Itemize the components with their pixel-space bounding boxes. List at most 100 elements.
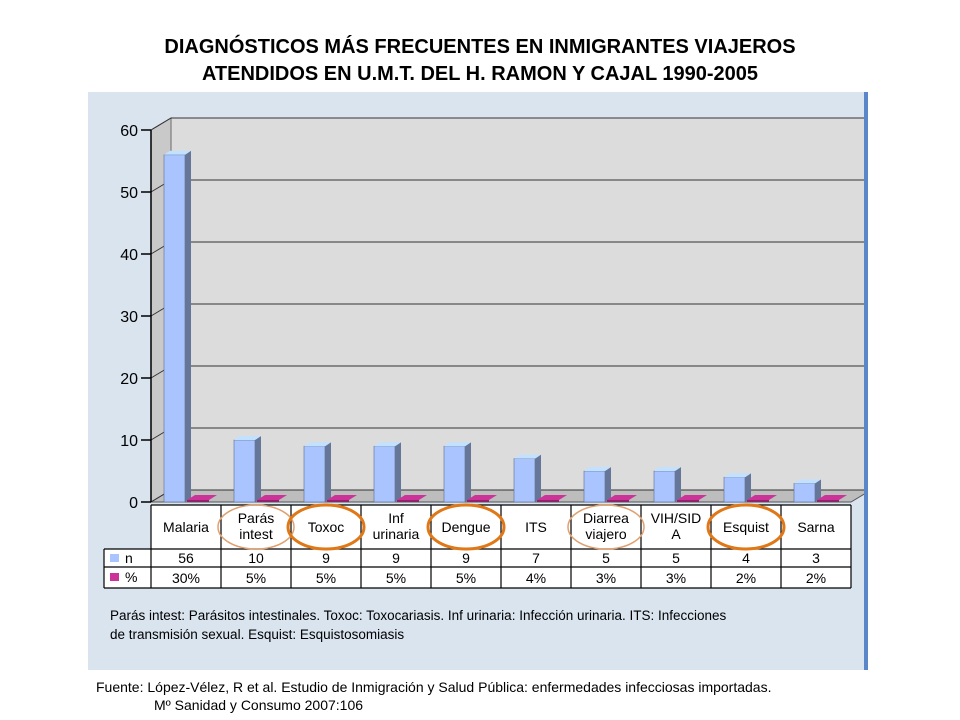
table-value-pct: 5% (316, 570, 336, 586)
table-value-pct: 30% (172, 570, 200, 586)
table-value-n: 56 (178, 550, 194, 566)
bar-n-front (443, 445, 466, 503)
bar-n-front (513, 458, 536, 503)
bar-n-side (815, 479, 821, 502)
highlight-circle (286, 503, 366, 551)
category-label: intest (239, 526, 273, 542)
bar-pct (187, 495, 217, 500)
y-tick-label: 50 (120, 185, 138, 202)
title-line-2: ATENDIDOS EN U.M.T. DEL H. RAMON Y CAJAL… (201, 63, 759, 85)
table-body-bg (104, 549, 851, 588)
bar-n-side (605, 467, 611, 502)
bar-n-top (304, 442, 331, 447)
category-label: ITS (525, 519, 547, 535)
bar-pct (817, 495, 847, 500)
bar-pct (397, 495, 427, 500)
legend-key-n (110, 554, 119, 562)
category-label: Esquist (723, 519, 769, 535)
table-value-n: 9 (462, 550, 470, 566)
bar-n-top (514, 454, 541, 459)
bar-n-front (303, 445, 326, 503)
bar-n-top (584, 467, 611, 471)
bar-pct (607, 495, 637, 500)
category-label: Parás (238, 510, 275, 526)
table-value-n: 9 (322, 550, 330, 566)
category-label: A (671, 526, 681, 542)
bar-n-side (185, 150, 191, 503)
bar-n-side (465, 442, 471, 502)
table-value-pct: 2% (736, 570, 756, 586)
category-label: urinaria (373, 526, 420, 542)
y-tick-label: 60 (120, 123, 138, 140)
y-tick-label: 20 (120, 371, 138, 388)
bar-n-top (164, 150, 191, 155)
bar-n-top (724, 473, 751, 478)
bar-pct (537, 495, 567, 500)
bar-pct (327, 495, 357, 500)
category-label: viajero (585, 526, 626, 542)
bar-pct-front (397, 500, 419, 502)
category-label: Malaria (163, 519, 209, 535)
bar-n-side (535, 454, 541, 502)
footnote-line-1: Parás intest: Parásitos intestinales. To… (110, 608, 727, 623)
table-value-pct: 3% (596, 570, 616, 586)
chart-title: DIAGNÓSTICOS MÁS FRECUENTES EN INMIGRANT… (0, 34, 960, 88)
bar-pct (257, 495, 287, 500)
bar-n-side (745, 473, 751, 502)
bar-n-side (325, 442, 331, 502)
highlight-circle (217, 504, 295, 550)
bar-n-front (793, 483, 816, 503)
chart-panel: 0 10 20 30 40 50 60 n% Malaria 56 30% Parás intest 10… (88, 92, 868, 670)
category-label: Dengue (441, 519, 490, 535)
bar-n-top (654, 467, 681, 471)
bar-n (303, 442, 331, 503)
bar-n-top (794, 479, 821, 484)
category-label: Diarrea (583, 510, 629, 526)
bar-n (233, 436, 261, 503)
bar-pct (467, 495, 497, 500)
table-value-n: 7 (532, 550, 540, 566)
highlight-circle (567, 504, 645, 550)
bar-pct-front (537, 500, 559, 502)
table-value-pct: 5% (456, 570, 476, 586)
category-label: VIH/SID (651, 510, 702, 526)
source-line-2: Mº Sanidad y Consumo 2007:106 (154, 697, 364, 713)
source-citation: Fuente: López-Vélez, R et al. Estudio de… (96, 678, 771, 714)
highlight-circle (706, 503, 786, 551)
table-value-n: 10 (248, 550, 264, 566)
legend-key-pct (110, 573, 119, 581)
table-value-n: 9 (392, 550, 400, 566)
bar-n-front (233, 439, 256, 503)
bar-n-front (163, 154, 186, 503)
y-tick-label: 0 (129, 495, 138, 512)
category-label: Inf (388, 510, 404, 526)
bar-n-top (234, 436, 261, 440)
bar-n-top (444, 442, 471, 447)
highlight-circle (426, 503, 506, 551)
table-value-n: 5 (602, 550, 610, 566)
bar-pct (677, 495, 707, 500)
bar-n-side (395, 442, 401, 502)
y-tick-label: 30 (120, 309, 138, 326)
bar-pct-front (327, 500, 349, 502)
bar-pct-front (607, 500, 629, 502)
bar-n-top (374, 442, 401, 447)
bar-n-front (723, 476, 746, 503)
table-value-pct: 2% (806, 570, 826, 586)
bar-n (583, 467, 611, 503)
footnote-line-2: de transmisión sexual. Esquist: Esquisto… (110, 627, 405, 642)
bar-n-front (583, 470, 606, 503)
y-tick-label: 40 (120, 247, 138, 264)
table-value-n: 4 (742, 550, 750, 566)
footnote: Parás intest: Parásitos intestinales. To… (110, 606, 855, 644)
table-value-n: 3 (812, 550, 820, 566)
bar-n-front (653, 470, 676, 503)
bar-n (653, 467, 681, 503)
table-value-pct: 3% (666, 570, 686, 586)
bar-n (723, 473, 751, 503)
bar-pct-front (187, 500, 209, 502)
table-value-pct: 5% (246, 570, 266, 586)
category-label: Sarna (797, 519, 835, 535)
category-label: Toxoc (308, 519, 345, 535)
bar-pct-front (817, 500, 839, 502)
